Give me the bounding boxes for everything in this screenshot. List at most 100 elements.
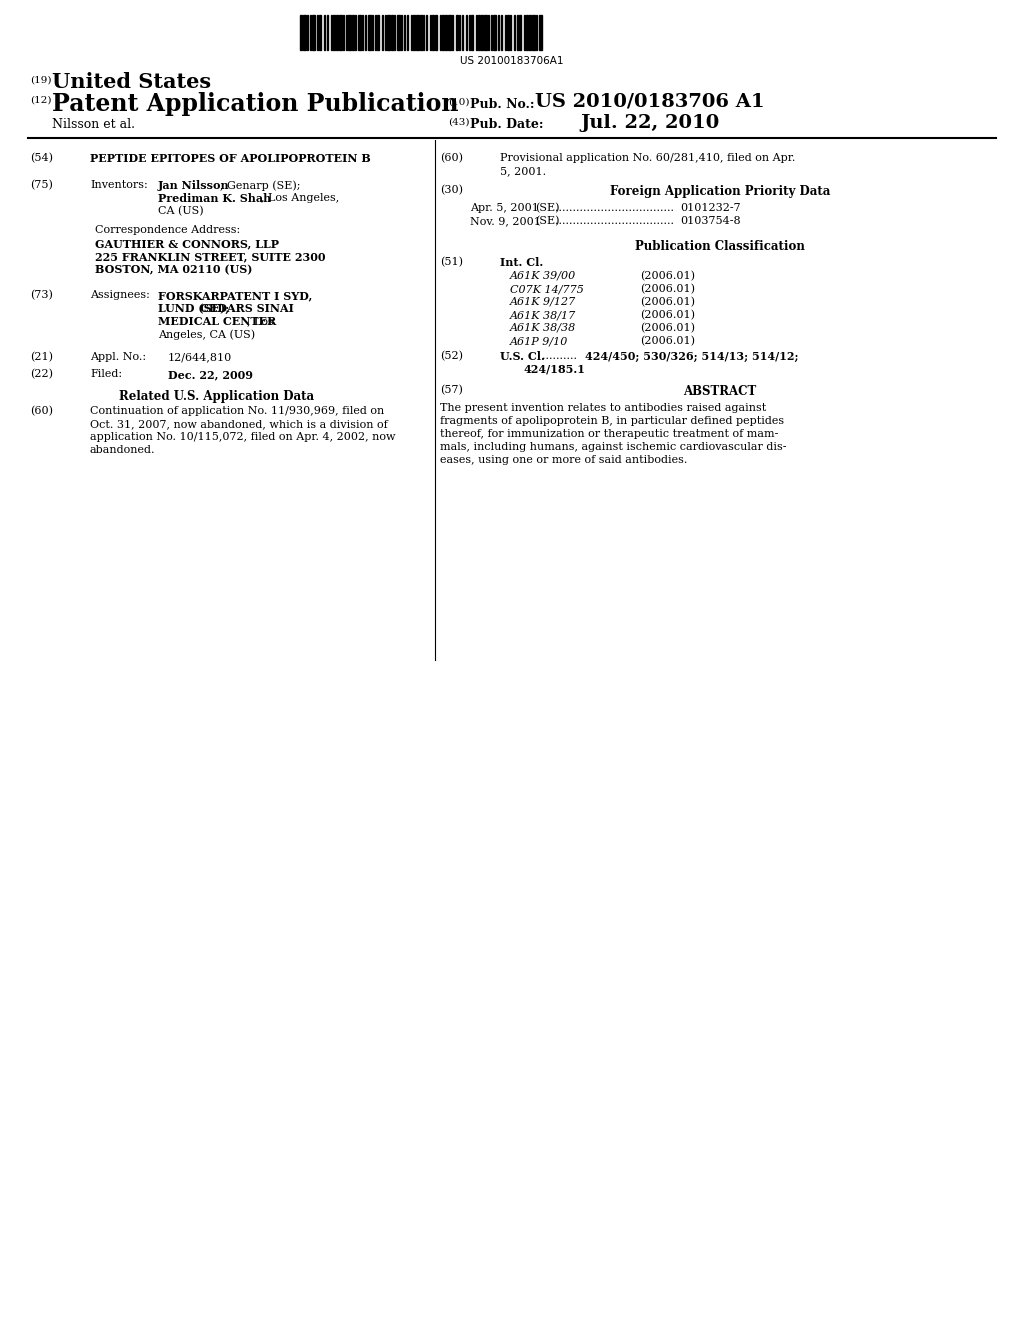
- Text: Oct. 31, 2007, now abandoned, which is a division of: Oct. 31, 2007, now abandoned, which is a…: [90, 418, 388, 429]
- Bar: [420, 15, 422, 50]
- Text: (30): (30): [440, 185, 463, 195]
- Text: ..................................: ..................................: [555, 203, 674, 213]
- Bar: [319, 15, 321, 50]
- Bar: [481, 15, 483, 50]
- Text: (SE): (SE): [535, 203, 559, 214]
- Text: Assignees:: Assignees:: [90, 290, 150, 300]
- Bar: [413, 15, 415, 50]
- Text: ..................................: ..................................: [555, 216, 674, 226]
- Text: 0101232-7: 0101232-7: [680, 203, 740, 213]
- Text: The present invention relates to antibodies raised against: The present invention relates to antibod…: [440, 403, 766, 413]
- Text: eases, using one or more of said antibodies.: eases, using one or more of said antibod…: [440, 455, 687, 465]
- Text: CEDARS SINAI: CEDARS SINAI: [200, 304, 294, 314]
- Text: A61K 38/17: A61K 38/17: [510, 310, 577, 319]
- Text: Publication Classification: Publication Classification: [635, 240, 805, 253]
- Bar: [539, 15, 542, 50]
- Bar: [526, 15, 528, 50]
- Text: BOSTON, MA 02110 (US): BOSTON, MA 02110 (US): [95, 264, 252, 275]
- Text: Patent Application Publication: Patent Application Publication: [52, 92, 459, 116]
- Text: application No. 10/115,072, filed on Apr. 4, 2002, now: application No. 10/115,072, filed on Apr…: [90, 432, 395, 442]
- Text: (21): (21): [30, 352, 53, 362]
- Text: (10): (10): [449, 98, 469, 107]
- Bar: [493, 15, 496, 50]
- Text: U.S. Cl.: U.S. Cl.: [500, 351, 545, 362]
- Text: Apr. 5, 2001: Apr. 5, 2001: [470, 203, 539, 213]
- Bar: [529, 15, 531, 50]
- Bar: [416, 15, 419, 50]
- Text: (SE): (SE): [535, 216, 559, 226]
- Text: Provisional application No. 60/281,410, filed on Apr.: Provisional application No. 60/281,410, …: [500, 153, 796, 162]
- Bar: [348, 15, 351, 50]
- Bar: [303, 15, 306, 50]
- Text: A61P 9/10: A61P 9/10: [510, 337, 568, 346]
- Text: (2006.01): (2006.01): [640, 271, 695, 281]
- Bar: [391, 15, 393, 50]
- Text: (60): (60): [440, 153, 463, 164]
- Text: , Los Angeles,: , Los Angeles,: [261, 193, 339, 203]
- Text: fragments of apolipoprotein B, in particular defined peptides: fragments of apolipoprotein B, in partic…: [440, 416, 784, 426]
- Bar: [432, 15, 434, 50]
- Bar: [333, 15, 335, 50]
- Text: 5, 2001.: 5, 2001.: [500, 166, 546, 176]
- Bar: [368, 15, 371, 50]
- Bar: [300, 15, 302, 50]
- Bar: [471, 15, 473, 50]
- Bar: [478, 15, 480, 50]
- Text: Nilsson et al.: Nilsson et al.: [52, 117, 135, 131]
- Text: (22): (22): [30, 370, 53, 379]
- Text: Prediman K. Shah: Prediman K. Shah: [158, 193, 271, 205]
- Text: (2006.01): (2006.01): [640, 337, 695, 346]
- Text: Inventors:: Inventors:: [90, 180, 147, 190]
- Bar: [397, 15, 400, 50]
- Text: 424/450; 530/326; 514/13; 514/12;: 424/450; 530/326; 514/13; 514/12;: [585, 351, 799, 362]
- Text: A61K 39/00: A61K 39/00: [510, 271, 577, 281]
- Text: thereof, for immunization or therapeutic treatment of mam-: thereof, for immunization or therapeutic…: [440, 429, 778, 440]
- Text: 12/644,810: 12/644,810: [168, 352, 232, 362]
- Text: 225 FRANKLIN STREET, SUITE 2300: 225 FRANKLIN STREET, SUITE 2300: [95, 251, 326, 261]
- Bar: [519, 15, 521, 50]
- Text: , Genarp (SE);: , Genarp (SE);: [220, 180, 300, 190]
- Text: mals, including humans, against ischemic cardiovascular dis-: mals, including humans, against ischemic…: [440, 442, 786, 451]
- Text: (2006.01): (2006.01): [640, 284, 695, 294]
- Text: (52): (52): [440, 351, 463, 362]
- Bar: [312, 15, 315, 50]
- Text: (60): (60): [30, 407, 53, 416]
- Text: CA (US): CA (US): [158, 206, 204, 216]
- Bar: [532, 15, 535, 50]
- Text: Pub. No.:: Pub. No.:: [470, 98, 535, 111]
- Bar: [445, 15, 447, 50]
- Bar: [387, 15, 390, 50]
- Bar: [435, 15, 437, 50]
- Text: (75): (75): [30, 180, 53, 190]
- Text: GAUTHIER & CONNORS, LLP: GAUTHIER & CONNORS, LLP: [95, 238, 279, 249]
- Text: Filed:: Filed:: [90, 370, 122, 379]
- Bar: [352, 15, 354, 50]
- Text: Int. Cl.: Int. Cl.: [500, 257, 544, 268]
- Text: Pub. Date:: Pub. Date:: [470, 117, 544, 131]
- Text: MEDICAL CENTER: MEDICAL CENTER: [158, 315, 276, 327]
- Text: (73): (73): [30, 290, 53, 301]
- Text: Jul. 22, 2010: Jul. 22, 2010: [580, 114, 719, 132]
- Bar: [339, 15, 342, 50]
- Text: Related U.S. Application Data: Related U.S. Application Data: [120, 389, 314, 403]
- Bar: [336, 15, 338, 50]
- Text: abandoned.: abandoned.: [90, 445, 156, 455]
- Text: (2006.01): (2006.01): [640, 297, 695, 308]
- Text: (2006.01): (2006.01): [640, 323, 695, 334]
- Text: (12): (12): [30, 96, 51, 106]
- Text: (51): (51): [440, 257, 463, 268]
- Text: Foreign Application Priority Data: Foreign Application Priority Data: [610, 185, 830, 198]
- Text: Dec. 22, 2009: Dec. 22, 2009: [168, 370, 253, 380]
- Text: US 2010/0183706 A1: US 2010/0183706 A1: [535, 92, 765, 111]
- Text: (57): (57): [440, 385, 463, 395]
- Text: (54): (54): [30, 153, 53, 164]
- Bar: [442, 15, 444, 50]
- Text: , Los: , Los: [247, 315, 273, 326]
- Bar: [507, 15, 509, 50]
- Text: A61K 9/127: A61K 9/127: [510, 297, 577, 308]
- Text: LUND (SE);: LUND (SE);: [158, 304, 233, 314]
- Bar: [484, 15, 487, 50]
- Text: ABSTRACT: ABSTRACT: [683, 385, 757, 399]
- Text: (43): (43): [449, 117, 469, 127]
- Text: Continuation of application No. 11/930,969, filed on: Continuation of application No. 11/930,9…: [90, 407, 384, 416]
